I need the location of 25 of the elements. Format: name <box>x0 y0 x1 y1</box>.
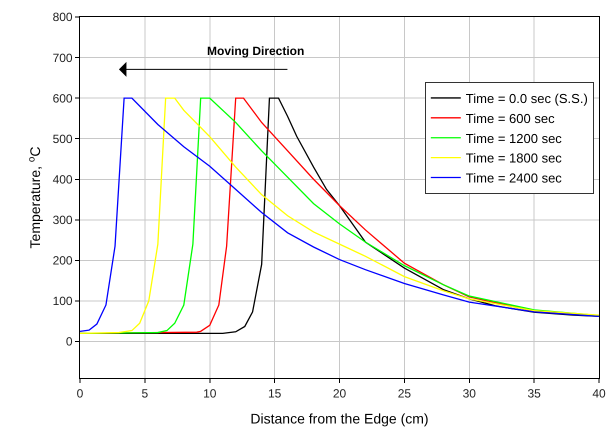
x-tick-label: 20 <box>332 386 346 400</box>
x-tick-label: 35 <box>527 386 542 400</box>
legend-label: Time = 0.0 sec (S.S.) <box>466 91 588 106</box>
x-tick-label: 25 <box>398 386 412 400</box>
y-tick-label: 300 <box>52 213 73 228</box>
y-tick-label: 500 <box>52 132 73 146</box>
x-tick-label: 15 <box>268 386 282 400</box>
y-tick-label: 400 <box>52 172 73 186</box>
legend-label: Time = 2400 sec <box>466 170 562 186</box>
legend-label: Time = 1200 sec <box>466 130 562 146</box>
y-tick-label: 800 <box>52 10 73 24</box>
y-tick-label: 200 <box>52 254 73 268</box>
legend-label: Time = 600 sec <box>466 110 556 126</box>
y-tick-label: 0 <box>66 334 73 349</box>
legend-label: Time = 1800 sec <box>466 150 562 166</box>
y-tick-label: 700 <box>52 50 73 65</box>
x-tick-label: 0 <box>76 386 84 400</box>
x-tick-label: 10 <box>203 386 217 400</box>
annotation: Moving Direction <box>207 44 304 58</box>
x-tick-label: 5 <box>142 386 149 400</box>
x-tick-label: 30 <box>462 386 476 400</box>
y-tick-label: 600 <box>52 91 73 106</box>
y-tick-label: 100 <box>52 294 73 308</box>
x-axis-title: Distance from the Edge (cm) <box>250 410 429 427</box>
x-tick-label: 40 <box>592 386 606 400</box>
